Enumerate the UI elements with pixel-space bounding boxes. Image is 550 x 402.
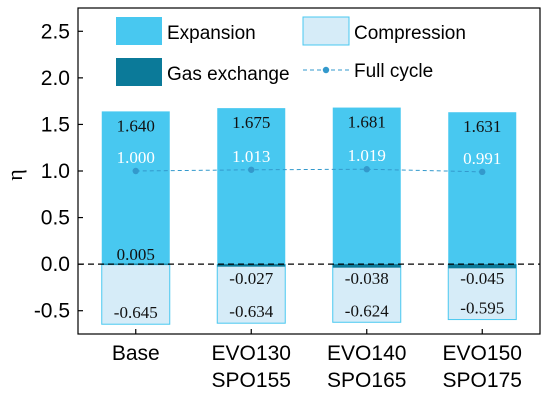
- full-cycle-point: [132, 167, 139, 175]
- compression-data-label: -0.624: [345, 301, 389, 320]
- compression-bar: [216, 264, 286, 324]
- legend-label: Full cycle: [354, 61, 433, 82]
- full-cycle-point: [479, 168, 486, 176]
- full-cycle-point: [248, 166, 255, 173]
- expansion-bar: [448, 112, 517, 265]
- legend-swatch: [116, 17, 162, 45]
- y-tick-label: 2.5: [41, 20, 70, 43]
- x-tick-label: EVO130: [212, 342, 291, 365]
- full-cycle-point: [363, 166, 370, 173]
- y-tick-label: 0.5: [41, 207, 70, 230]
- y-tick-label: 1.0: [41, 160, 70, 183]
- expansion-data-label: 1.675: [232, 113, 270, 132]
- y-tick-label: -0.5: [34, 300, 70, 323]
- y-tick-label: 0.0: [41, 253, 70, 276]
- x-tick-label: EVO150: [443, 342, 522, 365]
- gas-exchange-bar: [101, 263, 170, 265]
- gas-exchange-bar: [448, 264, 517, 269]
- x-tick-label: SPO165: [327, 369, 406, 392]
- expansion-data-label: 1.640: [117, 116, 155, 135]
- gas-exchange-bar: [217, 264, 286, 267]
- legend-marker: [322, 66, 330, 74]
- x-tick-label: Base: [112, 342, 160, 365]
- compression-bar: [101, 264, 171, 325]
- y-tick-label: 1.5: [41, 113, 70, 136]
- full-cycle-data-label: 1.019: [348, 146, 386, 165]
- compression-bar: [332, 264, 402, 323]
- expansion-bar: [332, 107, 401, 265]
- gas-exchange-bar: [332, 264, 401, 268]
- x-tick-label: SPO175: [443, 369, 522, 392]
- full-cycle-data-label: 0.991: [463, 149, 501, 168]
- legend-label: Compression: [354, 23, 466, 44]
- x-tick-label: EVO140: [327, 342, 406, 365]
- gas-exchange-data-label: -0.045: [460, 269, 504, 288]
- expansion-data-label: 1.681: [348, 113, 386, 132]
- gas-exchange-data-label: -0.038: [345, 269, 389, 288]
- gas-exchange-data-label: 0.005: [117, 245, 155, 264]
- compression-bar: [447, 264, 517, 321]
- expansion-data-label: 1.631: [463, 117, 501, 136]
- compression-data-label: -0.634: [229, 302, 273, 321]
- expansion-bar: [217, 108, 286, 265]
- gas-exchange-data-label: -0.027: [229, 269, 273, 288]
- full-cycle-data-label: 1.000: [117, 148, 155, 167]
- compression-data-label: -0.645: [114, 303, 158, 322]
- legend-swatch: [302, 16, 350, 46]
- legend-label: Expansion: [167, 23, 256, 44]
- y-tick-label: 2.0: [41, 67, 70, 90]
- y-axis-label: η: [2, 169, 27, 181]
- legend-swatch: [116, 58, 162, 86]
- legend-label: Gas exchange: [167, 64, 290, 85]
- x-tick-label: SPO155: [212, 369, 291, 392]
- compression-data-label: -0.595: [460, 299, 504, 318]
- full-cycle-data-label: 1.013: [232, 147, 270, 166]
- full-cycle-line: [135, 168, 483, 173]
- expansion-bar: [101, 111, 170, 265]
